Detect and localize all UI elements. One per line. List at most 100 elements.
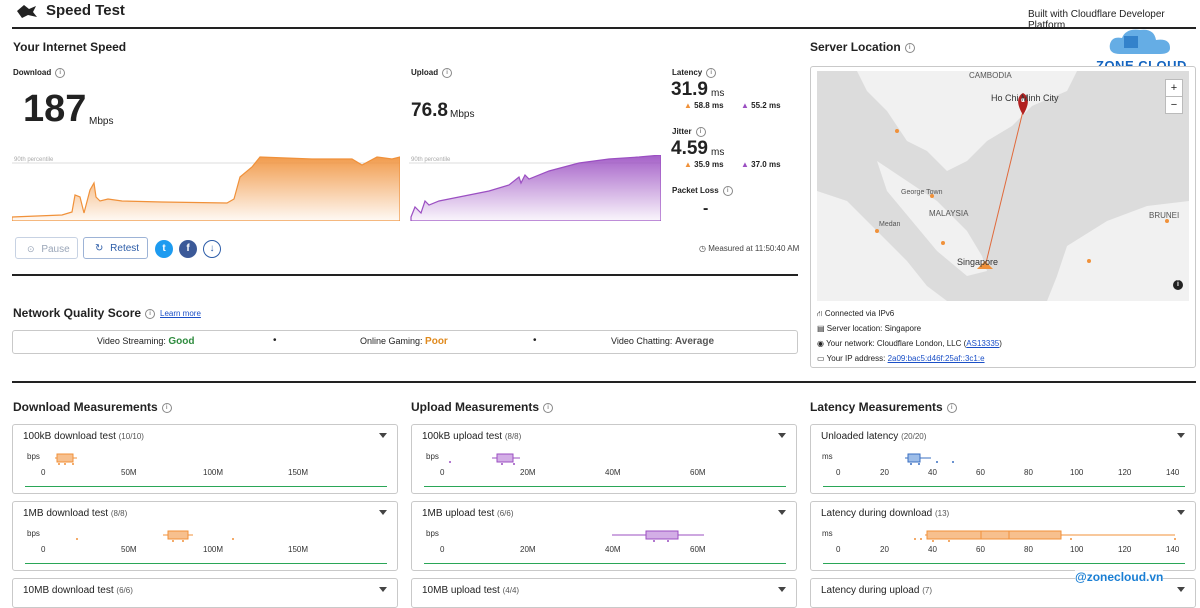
axis-tick: 100 (1070, 545, 1084, 554)
box-plot (841, 528, 1181, 542)
info-icon[interactable]: i (55, 68, 66, 78)
test-title: 1MB upload test (6/6) (422, 508, 514, 519)
upload-measurements-title: Upload Measurements i (411, 400, 554, 414)
chevron-down-icon[interactable] (778, 587, 786, 592)
test-title: 10MB download test (6/6) (23, 585, 133, 596)
latency-label: Latency i (672, 68, 717, 78)
chevron-down-icon[interactable] (778, 510, 786, 515)
axis-tick: 60 (976, 468, 985, 477)
axis-tick: 20M (520, 468, 536, 477)
download-unit: Mbps (89, 116, 114, 127)
info-icon[interactable]: i (145, 308, 156, 319)
header-divider (12, 27, 1196, 29)
upload-test-10mb[interactable]: 10MB upload test (4/4) (411, 578, 797, 608)
latency-test-unloaded[interactable]: Unloaded latency (20/20) ms 0 20 40 60 8… (810, 424, 1196, 494)
axis-tick: 0 (440, 468, 445, 477)
download-test-1mb[interactable]: 1MB download test (8/8) bps 0 50M 100M 1… (12, 501, 398, 571)
chevron-down-icon[interactable] (1177, 587, 1185, 592)
download-results-icon[interactable]: ↓ (203, 240, 221, 258)
upload-unit: Mbps (450, 109, 475, 120)
test-title: 100kB download test (10/10) (23, 431, 144, 442)
zoom-in-button[interactable]: + (1165, 79, 1183, 97)
info-icon[interactable]: i (946, 402, 957, 413)
download-value: 187 (23, 88, 87, 130)
download-test-10mb[interactable]: 10MB download test (6/6) (12, 578, 398, 608)
latency-test-download[interactable]: Latency during download (13) ms 0 20 40 … (810, 501, 1196, 571)
asn-link[interactable]: AS13335 (966, 339, 1000, 348)
box-plot (43, 451, 323, 465)
chevron-down-icon[interactable] (379, 433, 387, 438)
info-icon[interactable]: i (722, 186, 733, 196)
server-map[interactable]: CAMBODIA Ho Chi Minh City George Town MA… (817, 71, 1189, 301)
chevron-down-icon[interactable] (778, 433, 786, 438)
server-location-row: ▤ Server location: Singapore (817, 324, 922, 333)
axis-tick: 20M (520, 545, 536, 554)
network-icon: ⛙ (817, 309, 823, 318)
chevron-down-icon[interactable] (379, 587, 387, 592)
watermark-handle: @zonecloud.vn (1075, 570, 1164, 584)
baseline (25, 486, 387, 487)
info-icon[interactable]: i (904, 42, 915, 53)
test-title: Latency during upload (7) (821, 585, 932, 596)
packet-loss-value: - (703, 200, 709, 217)
box-plot (442, 451, 722, 465)
zoom-out-button[interactable]: − (1165, 96, 1183, 114)
info-icon[interactable]: i (161, 402, 172, 413)
section-divider (12, 381, 1196, 383)
upload-label: Upload i (411, 68, 453, 78)
axis-tick: 60M (690, 468, 706, 477)
test-title: 10MB upload test (4/4) (422, 585, 520, 596)
upload-test-100kb[interactable]: 100kB upload test (8/8) bps 0 20M 40M 60… (411, 424, 797, 494)
info-icon[interactable]: i (442, 68, 453, 78)
info-icon[interactable]: i (543, 402, 554, 413)
chevron-down-icon[interactable] (1177, 433, 1185, 438)
axis-tick: 40 (928, 468, 937, 477)
unit-label: ms (822, 529, 833, 538)
baseline (424, 486, 786, 487)
map-label-cambodia: CAMBODIA (969, 71, 1012, 80)
axis-tick: 0 (440, 545, 445, 554)
pause-button[interactable]: ⊙ Pause (15, 237, 78, 259)
axis-tick: 60M (690, 545, 706, 554)
info-icon[interactable]: i (695, 127, 706, 137)
jitter-download: ▲ 35.9 ms (684, 160, 724, 169)
nqs-box: Video Streaming: Good • Online Gaming: P… (12, 330, 798, 354)
axis-tick: 80 (1024, 545, 1033, 554)
map-info-icon[interactable]: i (1173, 280, 1183, 290)
axis-tick: 0 (836, 545, 841, 554)
zonecloud-logo-icon (1100, 26, 1178, 60)
axis-tick: 120 (1118, 468, 1132, 477)
built-with-link[interactable]: Built with Cloudflare Developer Platform (1028, 9, 1165, 31)
packet-loss-label: Packet Loss i (672, 186, 733, 196)
percentile-label: 90th percentile (14, 157, 54, 163)
upload-value: 76.8 (411, 100, 448, 121)
map-label-singapore: Singapore (957, 257, 999, 267)
axis-tick: 150M (288, 468, 309, 477)
jitter-unit: ms (711, 147, 725, 158)
learn-more-link[interactable]: Learn more (160, 309, 201, 318)
axis-tick: 100M (203, 468, 224, 477)
clock-icon: ◷ (699, 244, 706, 253)
axis-tick: 150M (288, 545, 309, 554)
retest-button[interactable]: ↻ Retest (83, 237, 148, 259)
facebook-share-icon[interactable]: f (179, 240, 197, 258)
info-icon[interactable]: i (706, 68, 717, 78)
axis-tick: 100M (203, 545, 224, 554)
latency-unit: ms (711, 88, 725, 99)
chevron-down-icon[interactable] (379, 510, 387, 515)
ip-link[interactable]: 2a09:bac5:d46f:25af::3c1:e (887, 354, 985, 363)
twitter-share-icon[interactable]: t (155, 240, 173, 258)
axis-tick: 140 (1166, 468, 1180, 477)
map-label-brunei: BRUNEI (1149, 211, 1180, 220)
unit-label: bps (426, 529, 439, 538)
your-network-row: ◉ Your network: Cloudflare London, LLC (… (817, 339, 1002, 348)
jitter-label: Jitter i (672, 127, 706, 137)
upload-test-1mb[interactable]: 1MB upload test (6/6) bps 0 20M 40M 60M (411, 501, 797, 571)
speed-section-title: Your Internet Speed (13, 40, 127, 54)
separator-dot: • (273, 335, 277, 346)
download-test-100kb[interactable]: 100kB download test (10/10) bps 0 50M 10… (12, 424, 398, 494)
baseline (25, 563, 387, 564)
chevron-down-icon[interactable] (1177, 510, 1185, 515)
download-measurements-title: Download Measurements i (13, 400, 172, 414)
server-icon: ▤ (817, 324, 825, 333)
